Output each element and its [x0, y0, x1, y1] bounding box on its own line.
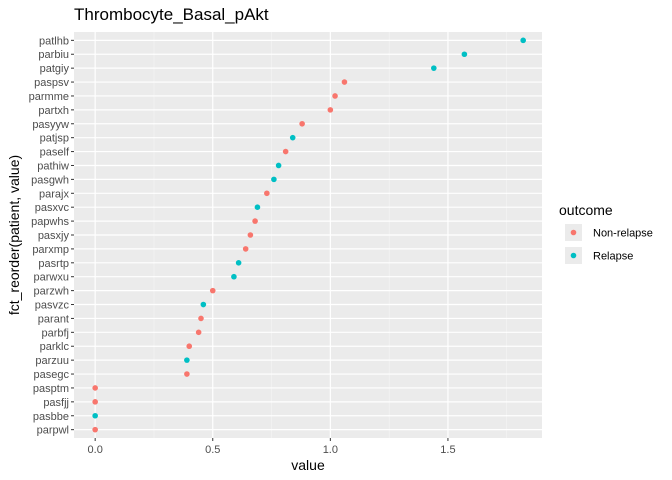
y-tick-label: patgiy [40, 63, 70, 75]
y-tick-label: parbiu [38, 49, 69, 61]
data-points [92, 37, 526, 433]
point-parant [198, 315, 204, 322]
y-tick-label: pasbbe [33, 411, 69, 423]
y-tick-label: parbfj [41, 327, 69, 339]
point-pasvzc [200, 301, 207, 308]
point-parbiu [461, 51, 468, 58]
y-axis-title: fct_reorder(patient, value) [6, 155, 22, 315]
y-tick-label: parxmp [32, 244, 69, 256]
point-pasxvc [254, 204, 261, 210]
y-tick-label: parpwl [37, 425, 69, 437]
x-tick-label: 1.0 [323, 444, 338, 456]
point-parklc [186, 343, 193, 350]
legend-title: outcome [559, 202, 613, 218]
y-tick-label: pasgwh [31, 174, 69, 186]
point-parmme [332, 93, 338, 99]
y-tick-label: parzuu [35, 355, 69, 367]
grid-lines [74, 32, 542, 438]
point-parajx [264, 190, 270, 197]
y-tick-label: paself [40, 147, 70, 159]
y-tick-label: parklc [40, 341, 70, 353]
point-pasgwh [271, 176, 277, 183]
y-tick-label: paspsv [34, 77, 69, 89]
y-tick-label: patlhb [39, 35, 69, 47]
legend-label-relapse: Relapse [593, 251, 633, 263]
x-tick-label: 0.0 [88, 444, 103, 456]
point-parzwh [209, 287, 216, 294]
point-patlhb [520, 37, 526, 44]
y-tick-label: parajx [39, 188, 69, 200]
y-tick-label: pasxvc [35, 202, 70, 214]
point-pasyyw [299, 120, 305, 127]
point-parxmp [242, 246, 249, 252]
y-tick-label: parzwh [34, 286, 69, 298]
y-tick-label: parant [38, 313, 69, 325]
legend-label-non-relapse: Non-relapse [593, 228, 653, 240]
point-paself [282, 148, 289, 155]
legend: outcome Non-relapse Relapse [559, 202, 653, 264]
point-patgiy [431, 65, 437, 71]
x-axis-title: value [291, 457, 325, 473]
point-parwxu [231, 273, 237, 280]
point-pasptm [92, 385, 98, 391]
point-paspsv [341, 79, 348, 85]
y-tick-label: papwhs [31, 216, 69, 228]
point-pathiw [275, 162, 282, 169]
point-parzuu [184, 357, 190, 363]
legend-dot-relapse [570, 252, 577, 259]
y-tick-label: pasxjy [38, 230, 70, 242]
y-tick-label: pasegc [34, 369, 70, 381]
y-tick-label: parmme [29, 91, 69, 103]
point-parbfj [195, 329, 202, 336]
point-parpwl [92, 426, 98, 433]
point-pasfjj [92, 399, 98, 405]
y-tick-label: pathiw [37, 160, 69, 172]
legend-dot-non-relapse [570, 229, 577, 236]
y-tick-label: pasfjj [43, 397, 69, 409]
x-axis-ticks: 0.0 0.5 1.0 1.5 [88, 438, 456, 456]
point-pasegc [184, 371, 190, 377]
point-pasxjy [247, 232, 254, 238]
x-tick-label: 1.5 [440, 444, 455, 456]
point-pasbbe [92, 412, 98, 419]
point-patjsp [289, 134, 296, 141]
y-axis-ticks: patlhb parbiu patgiy paspsv parmme partxh pasy… [29, 35, 74, 437]
y-tick-label: pasrtp [38, 258, 69, 270]
point-papwhs [252, 218, 258, 224]
point-partxh [327, 107, 334, 113]
y-tick-label: partxh [38, 105, 69, 117]
y-tick-label: pasvzc [35, 300, 70, 312]
point-pasrtp [235, 260, 242, 266]
y-tick-label: parwxu [34, 272, 69, 284]
y-tick-label: patjsp [40, 133, 69, 145]
y-tick-label: pasyyw [32, 119, 69, 131]
x-tick-label: 0.5 [205, 444, 220, 456]
chart-title: Thrombocyte_Basal_pAkt [74, 5, 269, 24]
y-tick-label: pasptm [33, 383, 69, 395]
